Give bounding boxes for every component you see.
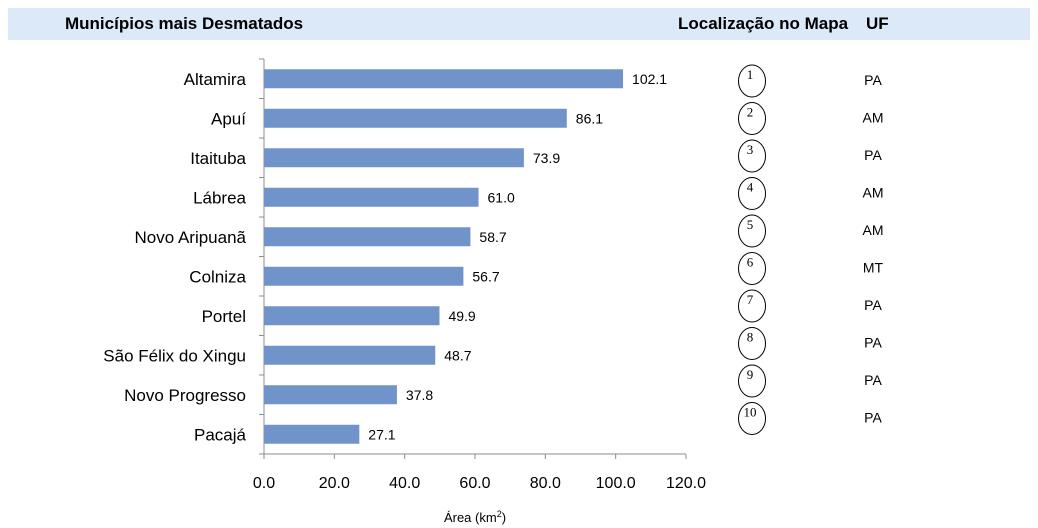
category-label: Apuí bbox=[211, 109, 246, 128]
bar bbox=[264, 69, 624, 89]
bar bbox=[264, 148, 524, 168]
bar bbox=[264, 424, 360, 444]
location-marker bbox=[738, 177, 766, 210]
location-number: 2 bbox=[747, 105, 754, 120]
bar bbox=[264, 345, 436, 365]
value-label: 86.1 bbox=[576, 110, 603, 126]
x-axis-label: Área (km2) bbox=[444, 509, 506, 525]
uf-label: PA bbox=[864, 297, 882, 313]
value-label: 48.7 bbox=[444, 347, 471, 363]
uf-column-header: UF bbox=[866, 14, 889, 33]
location-marker bbox=[738, 402, 766, 435]
location-marker bbox=[738, 327, 766, 360]
bar bbox=[264, 108, 567, 128]
value-label: 61.0 bbox=[488, 189, 515, 205]
value-label: 37.8 bbox=[406, 387, 433, 403]
location-marker bbox=[738, 102, 766, 135]
location-number: 4 bbox=[747, 180, 754, 195]
chart-title: Municípios mais Desmatados bbox=[65, 14, 304, 33]
uf-label: MT bbox=[863, 260, 884, 276]
uf-label: AM bbox=[863, 222, 884, 238]
location-number: 7 bbox=[747, 292, 754, 307]
bar bbox=[264, 187, 479, 207]
category-label: São Félix do Xingu bbox=[103, 346, 246, 365]
uf-label: PA bbox=[864, 147, 882, 163]
bar bbox=[264, 385, 397, 405]
location-number: 3 bbox=[747, 142, 754, 157]
x-tick-label: 40.0 bbox=[389, 475, 420, 492]
uf-label: PA bbox=[864, 410, 882, 426]
x-tick-label: 120.0 bbox=[666, 475, 706, 492]
uf-label: AM bbox=[863, 110, 884, 126]
category-label: Novo Progresso bbox=[124, 386, 246, 405]
category-label: Itaituba bbox=[190, 149, 246, 168]
category-label: Pacajá bbox=[194, 425, 247, 444]
location-marker bbox=[738, 64, 766, 98]
bar bbox=[264, 266, 464, 286]
category-label: Colniza bbox=[189, 267, 246, 286]
x-tick-label: 20.0 bbox=[319, 475, 350, 492]
location-marker bbox=[738, 214, 766, 248]
location-number: 9 bbox=[747, 367, 754, 382]
value-label: 102.1 bbox=[632, 71, 667, 87]
location-number: 10 bbox=[744, 405, 757, 420]
uf-label: PA bbox=[864, 72, 882, 88]
bar bbox=[264, 306, 440, 326]
x-tick-label: 0.0 bbox=[253, 475, 275, 492]
location-marker bbox=[738, 139, 766, 173]
uf-label: AM bbox=[863, 185, 884, 201]
x-tick-label: 60.0 bbox=[459, 475, 490, 492]
location-number: 1 bbox=[747, 67, 754, 82]
value-label: 58.7 bbox=[479, 229, 506, 245]
location-number: 8 bbox=[747, 330, 754, 345]
value-label: 49.9 bbox=[448, 308, 475, 324]
value-label: 56.7 bbox=[472, 268, 499, 284]
category-label: Portel bbox=[202, 307, 246, 326]
location-number: 5 bbox=[747, 217, 754, 232]
category-label: Lábrea bbox=[193, 188, 246, 207]
location-marker bbox=[738, 252, 766, 285]
uf-label: PA bbox=[864, 372, 882, 388]
location-column-header: Localização no Mapa bbox=[678, 14, 849, 33]
x-tick-label: 80.0 bbox=[530, 475, 561, 492]
value-label: 73.9 bbox=[533, 150, 560, 166]
bar bbox=[264, 227, 471, 247]
location-number: 6 bbox=[747, 255, 754, 270]
category-label: Altamira bbox=[184, 70, 247, 89]
header-bar bbox=[8, 8, 1030, 40]
category-label: Novo Aripuanã bbox=[134, 228, 246, 247]
x-tick-label: 100.0 bbox=[596, 475, 636, 492]
value-label: 27.1 bbox=[368, 426, 395, 442]
location-marker bbox=[738, 289, 766, 323]
location-marker bbox=[738, 364, 766, 398]
uf-label: PA bbox=[864, 335, 882, 351]
